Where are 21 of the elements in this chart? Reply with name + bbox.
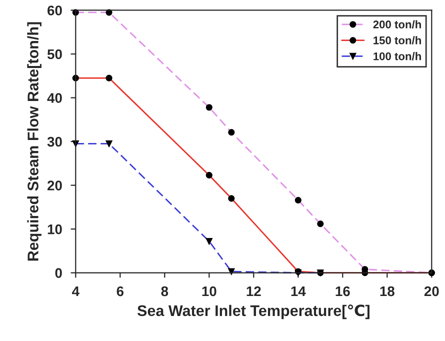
legend-label: 100 ton/h	[374, 52, 421, 60]
legend-label: 200 ton/h	[373, 20, 421, 29]
y-axis-title: Required Steam Flow Rate[ton/h]	[27, 22, 42, 261]
y-tick-label: 20	[47, 180, 62, 190]
x-tick-label: 14	[291, 286, 306, 296]
x-tick-label: 10	[202, 286, 216, 296]
y-tick-label: 0	[55, 268, 62, 278]
x-tick-label: 6	[116, 286, 124, 296]
x-tick-label: 4	[72, 286, 80, 296]
x-tick-label: 18	[380, 286, 394, 296]
y-tick-label: 50	[47, 49, 62, 60]
y-tick-label: 60	[48, 6, 62, 16]
x-axis-title: Sea Water Inlet Temperature[℃]	[137, 304, 370, 320]
x-tick-label: 20	[424, 286, 439, 296]
x-tick-label: 8	[161, 286, 168, 296]
y-tick-label: 30	[47, 136, 62, 147]
legend-label: 150 ton/h	[374, 36, 421, 44]
y-tick-label: 40	[47, 93, 62, 103]
x-tick-label: 12	[246, 286, 261, 296]
x-tick-label: 16	[336, 286, 350, 296]
y-tick-label: 10	[48, 224, 62, 234]
